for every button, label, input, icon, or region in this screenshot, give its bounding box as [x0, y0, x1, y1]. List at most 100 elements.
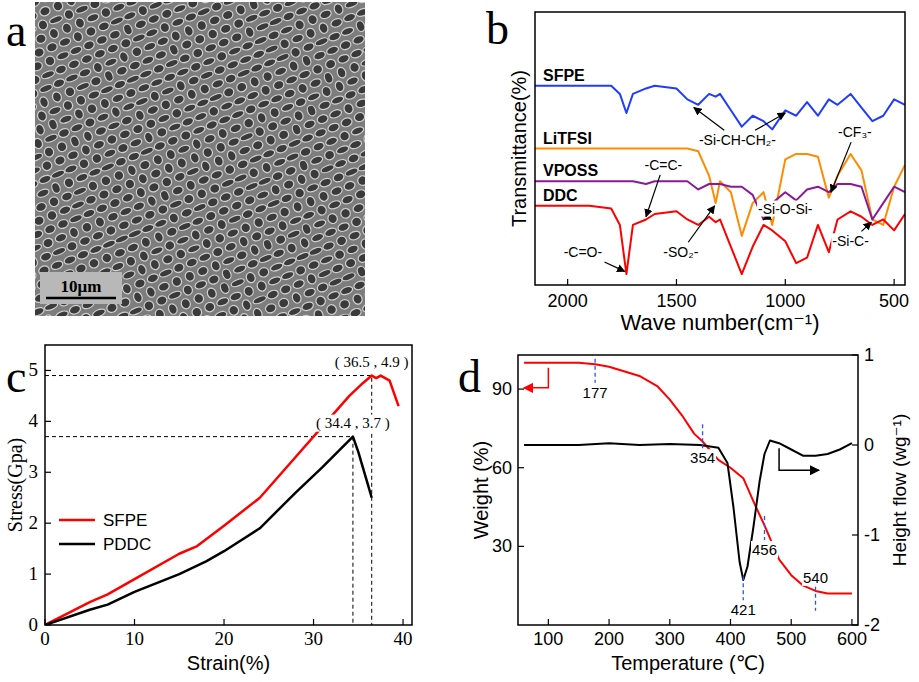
sem-pore — [239, 312, 251, 316]
curve — [45, 437, 372, 625]
spectrum-line — [535, 181, 905, 219]
sem-pore — [226, 227, 240, 239]
annotation-text: -Si-O-Si- — [758, 201, 813, 217]
sem-pore — [78, 235, 92, 247]
sem-pore — [186, 243, 201, 254]
sem-pore — [279, 115, 293, 126]
sem-pore — [248, 154, 263, 165]
tick-label: 0 — [864, 435, 874, 455]
sem-pore — [125, 2, 139, 8]
sem-pore — [105, 224, 118, 236]
sem-pore — [322, 240, 336, 252]
sem-pore — [266, 198, 281, 209]
sem-pore — [359, 316, 365, 317]
sem-pore — [147, 13, 161, 25]
scale-bar-label: 10μm — [61, 277, 102, 296]
sem-pore — [126, 242, 140, 254]
axis-title: Wave number(cm⁻¹) — [620, 310, 819, 335]
sem-pore — [148, 2, 163, 11]
sem-pore — [301, 301, 315, 313]
sem-pore — [303, 118, 317, 130]
curve — [45, 376, 399, 625]
tick-label: 500 — [879, 291, 909, 311]
sem-pore — [250, 230, 263, 242]
sem-pore — [171, 275, 183, 288]
sem-pore — [155, 294, 168, 306]
sem-pore — [140, 236, 152, 249]
annotation-arrow — [764, 218, 766, 220]
sem-pore — [299, 146, 312, 158]
sem-pore — [157, 113, 171, 124]
tick — [608, 619, 609, 625]
sem-pore — [121, 282, 133, 295]
sem-pore — [210, 259, 222, 272]
sem-pore — [156, 35, 170, 47]
sem-pore — [175, 248, 187, 261]
sem-pore — [63, 8, 75, 21]
sem-pore — [129, 137, 143, 148]
sem-pore — [243, 285, 255, 298]
sem-pore — [362, 43, 365, 54]
panel-letter: b — [486, 3, 509, 54]
sem-pore — [35, 115, 36, 128]
sem-pore — [217, 127, 229, 140]
tick — [518, 467, 524, 468]
axis-title: Stress(Gpa) — [4, 438, 27, 532]
sem-pore — [219, 23, 232, 35]
axis-indicator — [524, 368, 548, 388]
panel-letter: c — [6, 351, 26, 402]
sem-pore — [294, 264, 307, 276]
sem-pore — [344, 167, 359, 178]
sem-pore — [296, 82, 308, 95]
tick-label: 1500 — [656, 291, 696, 311]
sem-pore — [162, 2, 177, 6]
sem-pore — [236, 2, 249, 3]
sem-pore — [103, 148, 117, 159]
sem-pore — [153, 140, 167, 152]
sem-pore — [203, 133, 217, 145]
sem-pore — [230, 277, 245, 288]
sem-pore — [219, 281, 231, 294]
sem-pore — [215, 141, 227, 154]
sem-pore — [91, 230, 105, 242]
sem-pore — [256, 111, 268, 124]
sem-pore — [330, 94, 345, 105]
sem-pore — [364, 119, 365, 132]
sem-pore — [118, 128, 131, 140]
label-patch — [662, 244, 699, 260]
sem-pore — [93, 48, 107, 60]
sem-pore — [157, 281, 170, 293]
sem-pore — [144, 118, 157, 130]
sem-pore — [335, 235, 348, 247]
sem-pore — [199, 70, 214, 81]
sem-pore — [191, 47, 204, 59]
sem-pore — [227, 214, 242, 225]
tick — [851, 619, 852, 625]
sem-pore — [238, 54, 253, 65]
legend-label: PDDC — [103, 535, 151, 554]
sem-pore — [282, 256, 297, 267]
sem-pore — [80, 53, 94, 65]
sem-pore — [35, 201, 48, 213]
sem-pore — [51, 91, 63, 104]
sem-pore — [286, 242, 298, 255]
sem-pore — [175, 235, 190, 246]
tick — [45, 421, 51, 422]
sem-pore — [357, 161, 365, 172]
marker-line — [702, 424, 703, 448]
tick — [852, 354, 858, 355]
spectrum-line — [535, 149, 905, 236]
series-label: LiTFSI — [543, 130, 592, 147]
panel-letter: a — [6, 5, 26, 56]
sem-pore — [313, 308, 325, 316]
label-patch — [582, 384, 609, 401]
tick — [45, 370, 51, 371]
sem-pore — [277, 219, 289, 232]
sem-pore — [35, 33, 47, 45]
sem-pore — [97, 188, 110, 200]
sem-pore — [238, 145, 252, 157]
sem-pore — [309, 155, 323, 166]
sem-pore — [230, 31, 243, 43]
sem-pore — [252, 49, 266, 60]
sem-pore — [72, 186, 87, 197]
